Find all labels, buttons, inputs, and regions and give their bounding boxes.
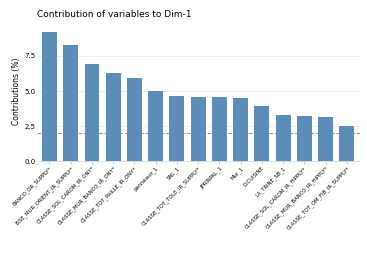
Bar xyxy=(233,98,248,161)
Bar xyxy=(297,116,312,161)
Bar xyxy=(63,45,78,161)
Bar xyxy=(191,97,206,161)
Bar xyxy=(42,32,57,161)
Bar xyxy=(127,78,142,161)
Bar xyxy=(212,97,227,161)
Bar xyxy=(84,64,99,161)
Bar xyxy=(170,96,184,161)
Text: Contribution of variables to Dim-1: Contribution of variables to Dim-1 xyxy=(37,10,191,19)
Bar xyxy=(318,117,333,161)
Y-axis label: Contributions (%): Contributions (%) xyxy=(12,57,21,125)
Bar xyxy=(339,126,355,161)
Bar xyxy=(276,115,291,161)
Bar xyxy=(254,106,269,161)
Bar xyxy=(106,73,121,161)
Bar xyxy=(148,91,163,161)
